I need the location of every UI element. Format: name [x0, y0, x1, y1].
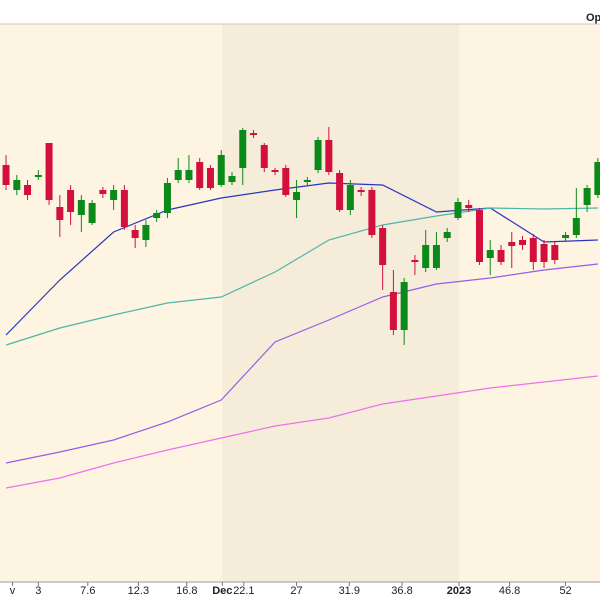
candle-body [185, 170, 193, 180]
candle-body [131, 230, 139, 238]
candle-body [594, 162, 600, 195]
candle-body [67, 190, 75, 212]
candle-body [196, 162, 204, 188]
candle-body [551, 245, 559, 260]
header-text: Ope [586, 12, 600, 24]
x-tick-label: 22.1 [233, 585, 254, 597]
x-tick-label: 46.8 [499, 585, 520, 597]
candle-body [475, 210, 483, 262]
candle-body [110, 190, 118, 200]
candle-body [379, 228, 387, 265]
x-tick-label: v [10, 585, 16, 597]
candle-body [2, 165, 10, 185]
candle-body [239, 130, 247, 168]
month-band [222, 24, 460, 582]
x-tick-label: 2023 [447, 585, 471, 597]
candle-body [120, 190, 128, 227]
candle-body [88, 203, 96, 223]
candle-body [497, 250, 505, 262]
candle-body [508, 242, 516, 246]
candle-body [519, 240, 527, 245]
candle-body [174, 170, 182, 180]
candle-body [540, 244, 548, 262]
x-tick-label: 27 [290, 585, 302, 597]
candle-body [336, 173, 344, 210]
x-tick-label: 52 [559, 585, 571, 597]
candle-body [465, 205, 473, 208]
candle-body [250, 133, 258, 135]
candle-body [142, 225, 150, 240]
candle-body [346, 185, 354, 210]
candle-body [422, 245, 430, 268]
candle-body [454, 202, 462, 218]
candle-body [99, 190, 107, 194]
candle-body [228, 176, 236, 182]
overlay-line [5, 207, 598, 346]
candle-body [260, 145, 268, 168]
candle-body [303, 180, 311, 182]
x-tick-label: 3 [35, 585, 41, 597]
candle-body [357, 190, 365, 192]
candle-body [400, 282, 408, 330]
candle-body [293, 192, 301, 200]
candle-body [45, 143, 53, 200]
candle-body [411, 260, 419, 262]
candle-body [13, 180, 21, 190]
x-tick-label: 36.8 [391, 585, 412, 597]
overlay-line [5, 182, 598, 336]
candle-body [77, 200, 85, 215]
candle-body [432, 245, 440, 268]
candle-body [271, 170, 279, 172]
candle-body [325, 140, 333, 172]
candle-body [583, 188, 591, 205]
overlay-line [5, 263, 598, 464]
candle-body [314, 140, 322, 170]
candle-body [153, 213, 161, 218]
candle-body [389, 292, 397, 330]
candle-body [163, 183, 171, 213]
candle-body [24, 185, 32, 195]
candle-body [529, 238, 537, 262]
candle-body [217, 155, 225, 185]
x-tick-label: 16.8 [176, 585, 197, 597]
candle-body [34, 175, 42, 177]
x-tick-label: 31.9 [339, 585, 360, 597]
candle-body [443, 232, 451, 238]
shaded-bands [222, 24, 460, 582]
candle-body [486, 250, 494, 258]
candle-body [562, 235, 570, 238]
x-tick-label: 7.6 [80, 585, 95, 597]
candle-body [282, 168, 290, 195]
candle-body [572, 218, 580, 235]
candle-body [56, 207, 64, 220]
x-tick-label: 12.3 [128, 585, 149, 597]
candle-body [368, 190, 376, 235]
overlay-line [5, 375, 598, 489]
x-tick-label: Dec [212, 585, 232, 597]
marks [2, 127, 600, 489]
candle-body [206, 168, 214, 188]
